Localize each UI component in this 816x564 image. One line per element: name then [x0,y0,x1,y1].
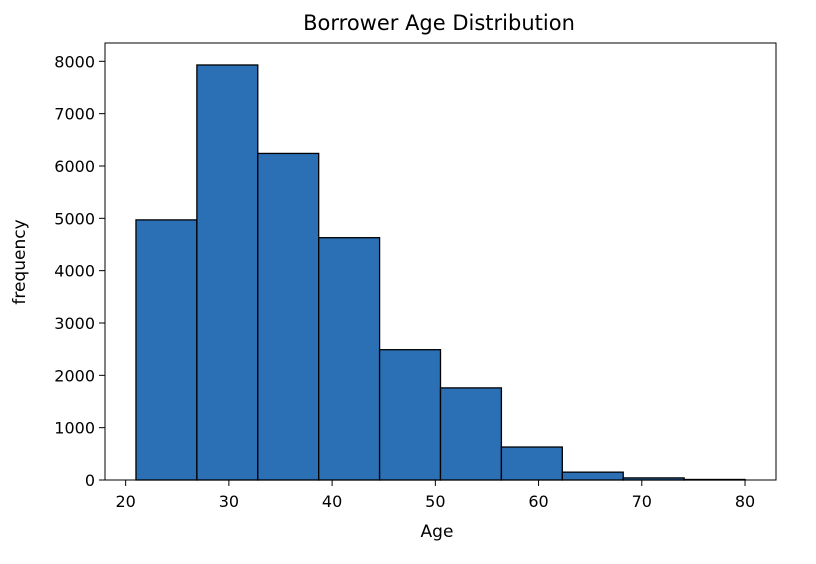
histogram-bar-7 [500,446,563,481]
y-tick-label: 5000 [54,209,95,228]
histogram-bar-3 [257,152,320,481]
x-tick-label: 80 [735,492,755,511]
x-tick-label: 40 [322,492,342,511]
histogram-bar-6 [439,387,503,481]
histogram-bar-1 [135,219,198,481]
y-axis-label: frequency [10,219,30,304]
x-axis-ticks: 20 30 40 50 60 70 80 [115,480,755,511]
histogram-bar-8 [561,471,624,481]
histogram-bar-2 [196,64,259,481]
histogram-bar-4 [318,237,381,481]
x-tick-label: 50 [425,492,445,511]
chart-title: Borrower Age Distribution [303,11,575,35]
y-axis-ticks: 0 1000 2000 3000 4000 5000 6000 7000 8000 [54,52,105,490]
x-tick-label: 70 [632,492,652,511]
y-tick-label: 2000 [54,366,95,385]
x-tick-label: 60 [528,492,548,511]
histogram-bar-5 [378,349,442,481]
y-tick-label: 1000 [54,419,95,438]
x-tick-label: 30 [219,492,239,511]
y-tick-label: 0 [85,471,95,490]
x-axis-label: Age [421,522,454,542]
y-tick-label: 4000 [54,262,95,281]
y-tick-label: 8000 [54,52,95,71]
y-tick-label: 6000 [54,157,95,176]
y-tick-label: 3000 [54,314,95,333]
y-tick-label: 7000 [54,105,95,124]
plot-frame [104,42,777,481]
x-tick-label: 20 [115,492,135,511]
bars-group [135,64,746,481]
